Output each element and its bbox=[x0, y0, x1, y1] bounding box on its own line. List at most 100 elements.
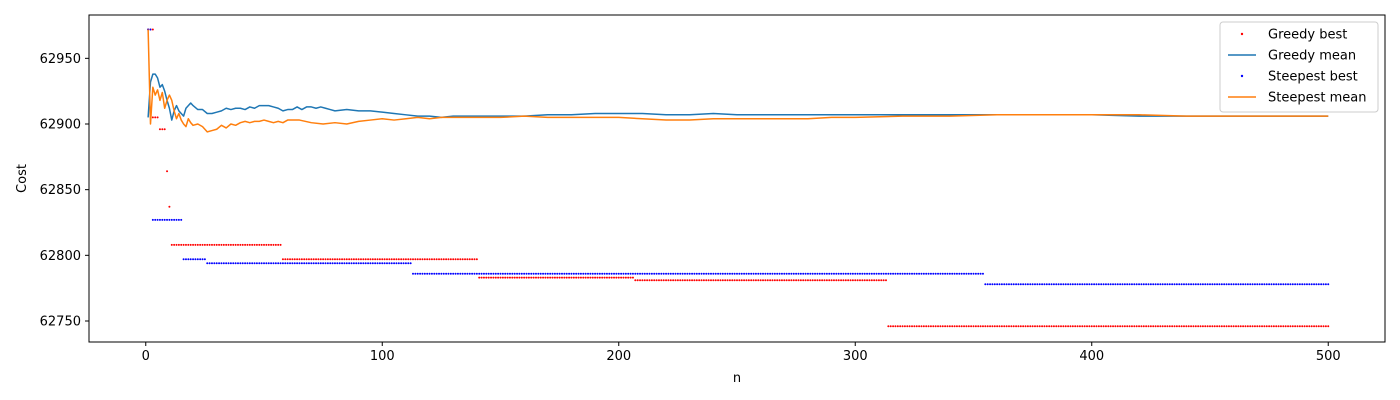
data-point bbox=[473, 258, 476, 261]
data-point bbox=[1185, 283, 1188, 286]
data-point bbox=[577, 272, 580, 275]
data-point bbox=[322, 258, 325, 261]
data-point bbox=[1000, 325, 1003, 328]
data-point bbox=[1303, 325, 1306, 328]
data-point bbox=[1230, 325, 1233, 328]
data-point bbox=[166, 218, 169, 221]
data-point bbox=[989, 325, 992, 328]
data-point bbox=[941, 325, 944, 328]
data-point bbox=[532, 272, 535, 275]
data-point bbox=[1133, 283, 1136, 286]
data-point bbox=[880, 272, 883, 275]
data-point bbox=[844, 272, 847, 275]
data-point bbox=[404, 262, 407, 265]
data-point bbox=[1223, 283, 1226, 286]
data-point bbox=[996, 283, 999, 286]
data-point bbox=[438, 272, 441, 275]
data-point bbox=[1041, 325, 1044, 328]
data-point bbox=[728, 272, 731, 275]
data-point bbox=[407, 258, 410, 261]
data-point bbox=[811, 279, 814, 282]
data-point bbox=[560, 276, 563, 279]
data-point bbox=[816, 272, 819, 275]
data-point bbox=[568, 272, 571, 275]
data-point bbox=[674, 272, 677, 275]
data-point bbox=[468, 258, 471, 261]
data-point bbox=[196, 258, 199, 261]
data-point bbox=[610, 272, 613, 275]
data-point bbox=[1093, 325, 1096, 328]
data-point bbox=[634, 272, 637, 275]
data-point bbox=[284, 258, 287, 261]
data-point bbox=[788, 279, 791, 282]
data-point bbox=[799, 272, 802, 275]
x-tick-label: 0 bbox=[142, 349, 150, 364]
data-point bbox=[1076, 283, 1079, 286]
data-point bbox=[537, 276, 540, 279]
data-point bbox=[1036, 325, 1039, 328]
data-point bbox=[1166, 283, 1169, 286]
data-point bbox=[750, 272, 753, 275]
data-point bbox=[582, 276, 585, 279]
data-point bbox=[1055, 283, 1058, 286]
data-point bbox=[991, 283, 994, 286]
data-point bbox=[539, 272, 542, 275]
data-point bbox=[1199, 283, 1202, 286]
data-point bbox=[194, 243, 197, 246]
data-point bbox=[154, 116, 157, 119]
data-point bbox=[482, 272, 485, 275]
data-point bbox=[806, 279, 809, 282]
data-point bbox=[1090, 283, 1093, 286]
data-point bbox=[1223, 325, 1226, 328]
data-point bbox=[681, 279, 684, 282]
data-point bbox=[953, 272, 956, 275]
data-point bbox=[714, 272, 717, 275]
data-point bbox=[241, 243, 244, 246]
data-point bbox=[248, 243, 251, 246]
data-point bbox=[1142, 325, 1145, 328]
data-point bbox=[452, 272, 455, 275]
data-point bbox=[998, 283, 1001, 286]
data-point bbox=[821, 279, 824, 282]
data-point bbox=[549, 272, 552, 275]
data-point bbox=[620, 272, 623, 275]
data-point bbox=[1026, 325, 1029, 328]
data-point bbox=[513, 272, 516, 275]
data-point bbox=[189, 258, 192, 261]
data-point bbox=[1104, 283, 1107, 286]
data-point bbox=[1060, 325, 1062, 328]
data-point bbox=[1227, 283, 1230, 286]
data-point bbox=[1277, 325, 1280, 328]
data-point bbox=[601, 272, 604, 275]
data-point bbox=[478, 276, 481, 279]
data-point bbox=[1043, 325, 1046, 328]
data-point bbox=[641, 279, 644, 282]
data-point bbox=[726, 279, 729, 282]
data-point bbox=[246, 262, 249, 265]
data-point bbox=[1069, 283, 1072, 286]
data-point bbox=[1145, 283, 1148, 286]
data-point bbox=[270, 262, 273, 265]
data-point bbox=[998, 325, 1001, 328]
data-point bbox=[1206, 283, 1209, 286]
data-point bbox=[892, 325, 895, 328]
data-point bbox=[485, 276, 488, 279]
data-point bbox=[338, 262, 341, 265]
data-point bbox=[691, 279, 694, 282]
data-point bbox=[1000, 283, 1003, 286]
data-point bbox=[700, 279, 703, 282]
data-point bbox=[1232, 325, 1235, 328]
data-point bbox=[1218, 325, 1221, 328]
data-point bbox=[963, 325, 966, 328]
data-point bbox=[1192, 283, 1195, 286]
data-point bbox=[430, 258, 433, 261]
data-point bbox=[1029, 325, 1032, 328]
data-point bbox=[471, 272, 474, 275]
data-point bbox=[449, 272, 452, 275]
data-point bbox=[173, 218, 176, 221]
data-point bbox=[965, 325, 968, 328]
data-point bbox=[1081, 325, 1084, 328]
data-point bbox=[1256, 325, 1259, 328]
data-point bbox=[762, 272, 765, 275]
data-point bbox=[986, 283, 989, 286]
